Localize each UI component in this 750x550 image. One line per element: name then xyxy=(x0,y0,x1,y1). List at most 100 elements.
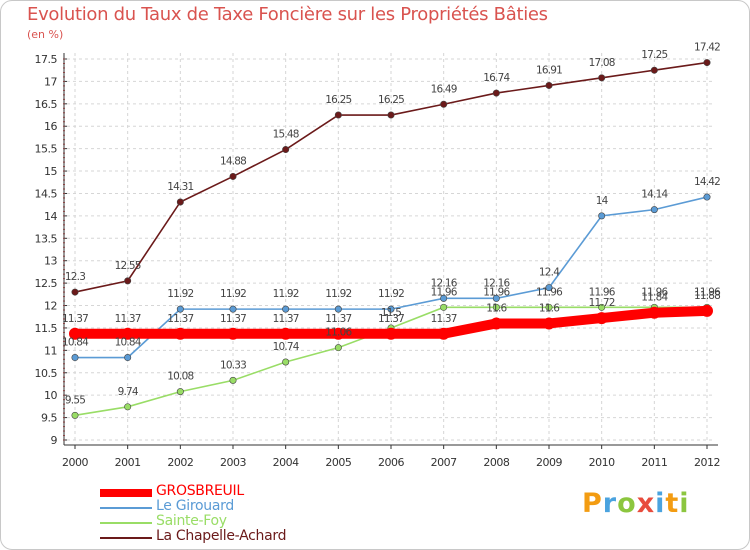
y-axis-unit: (en %) xyxy=(27,28,64,41)
data-label: 10.33 xyxy=(220,359,246,371)
legend-swatch xyxy=(100,522,152,524)
y-tick-label: 12 xyxy=(44,300,57,313)
data-point xyxy=(282,146,290,154)
data-point xyxy=(334,344,342,352)
grid-lines xyxy=(67,53,715,441)
data-point xyxy=(71,288,79,296)
chart-title: Evolution du Taux de Taxe Foncière sur l… xyxy=(27,4,548,25)
data-label: 11.06 xyxy=(325,327,352,339)
legend-label: Le Girouard xyxy=(156,498,234,514)
data-point xyxy=(648,306,661,319)
data-label: 11.37 xyxy=(220,313,246,325)
data-point xyxy=(174,327,187,340)
y-tick-label: 13.5 xyxy=(35,232,58,245)
x-tick-label: 2010 xyxy=(589,456,615,469)
data-point xyxy=(598,74,606,82)
x-tick-label: 2011 xyxy=(641,456,667,469)
data-label: 11.92 xyxy=(378,288,404,300)
axes: 9 9.5 10 10.5 11 11.5 12 12.5 13 13.5 14 14.5 15 15.5… xyxy=(35,53,721,469)
x-tick-label: 2000 xyxy=(62,456,88,469)
data-label: 10.08 xyxy=(167,371,193,383)
data-point xyxy=(71,411,79,419)
data-point xyxy=(332,327,345,340)
data-point xyxy=(650,66,658,74)
data-label: 17.08 xyxy=(589,57,615,69)
data-label: 12.55 xyxy=(115,260,141,272)
y-tick-label: 16.5 xyxy=(35,98,58,111)
data-point xyxy=(545,284,553,292)
data-label: 14.14 xyxy=(641,189,668,201)
data-point xyxy=(701,304,713,317)
data-point xyxy=(121,327,134,340)
data-label: 14.88 xyxy=(220,155,246,167)
data-label: 11.96 xyxy=(431,286,458,298)
data-label: 11.88 xyxy=(694,290,720,302)
proxiti-logo: Proxiti xyxy=(582,488,690,519)
legend-label: Sainte-Foy xyxy=(156,513,227,529)
data-label: 11.37 xyxy=(378,313,404,325)
data-label: 11.96 xyxy=(483,286,510,298)
y-tick-label: 17 xyxy=(44,75,57,88)
data-point xyxy=(69,327,81,340)
data-point xyxy=(387,111,395,119)
x-tick-label: 2012 xyxy=(694,456,720,469)
data-label: 11.5 xyxy=(381,307,401,319)
data-point xyxy=(492,89,500,97)
data-point xyxy=(176,388,184,396)
data-label: 11.96 xyxy=(694,286,721,298)
data-labels: 11.37 11.37 11.37 11.37 11.37 11.37 11.37 11.37… xyxy=(62,42,722,407)
y-tick-label: 11 xyxy=(44,344,57,357)
data-point xyxy=(492,303,500,311)
data-label: 11.84 xyxy=(641,292,668,304)
y-tick-label: 14.5 xyxy=(35,187,58,200)
data-point xyxy=(440,100,448,108)
data-point xyxy=(543,317,555,330)
data-label: 11.37 xyxy=(167,313,193,325)
data-point xyxy=(124,354,132,362)
data-point xyxy=(598,212,606,220)
data-label: 12.16 xyxy=(483,277,510,289)
data-point xyxy=(124,403,132,411)
legend-label: La Chapelle-Achard xyxy=(156,528,287,544)
data-label: 10.84 xyxy=(62,337,89,349)
y-tick-label: 13 xyxy=(44,255,57,268)
data-point xyxy=(440,303,448,311)
data-label: 11.37 xyxy=(273,313,299,325)
x-tick-label: 2007 xyxy=(431,456,457,469)
data-label: 16.25 xyxy=(378,94,404,106)
data-point xyxy=(282,305,290,313)
data-label: 11.96 xyxy=(536,286,563,298)
data-label: 11.92 xyxy=(273,288,299,300)
data-point xyxy=(229,172,237,180)
data-point xyxy=(703,193,711,201)
y-tick-label: 17.5 xyxy=(35,53,58,66)
data-label: 16.25 xyxy=(325,94,351,106)
data-point xyxy=(437,327,450,340)
data-label: 9.74 xyxy=(118,386,139,398)
data-label: 9.55 xyxy=(65,394,85,406)
y-tick-label: 11.5 xyxy=(35,322,58,335)
data-point xyxy=(334,111,342,119)
data-point xyxy=(490,317,503,330)
data-label: 11.96 xyxy=(641,286,668,298)
data-label: 17.25 xyxy=(641,49,667,61)
data-point xyxy=(176,305,184,313)
data-point xyxy=(176,198,184,206)
y-tick-label: 10.5 xyxy=(35,367,58,380)
data-label: 12.3 xyxy=(65,271,85,283)
data-point xyxy=(229,305,237,313)
x-tick-label: 2009 xyxy=(536,456,562,469)
data-label: 11.37 xyxy=(431,313,457,325)
data-label: 11.92 xyxy=(220,288,246,300)
data-label: 11.6 xyxy=(539,302,560,314)
data-point xyxy=(227,327,239,340)
data-label: 15.48 xyxy=(273,129,299,141)
legend-label: GROSBREUIL xyxy=(156,483,244,499)
y-tick-label: 10 xyxy=(44,389,57,402)
data-label: 11.6 xyxy=(486,302,507,314)
data-point xyxy=(650,206,658,214)
x-tick-label: 2004 xyxy=(273,456,299,469)
data-point xyxy=(545,81,553,89)
data-label: 16.91 xyxy=(536,64,562,76)
x-tick-label: 2003 xyxy=(220,456,246,469)
